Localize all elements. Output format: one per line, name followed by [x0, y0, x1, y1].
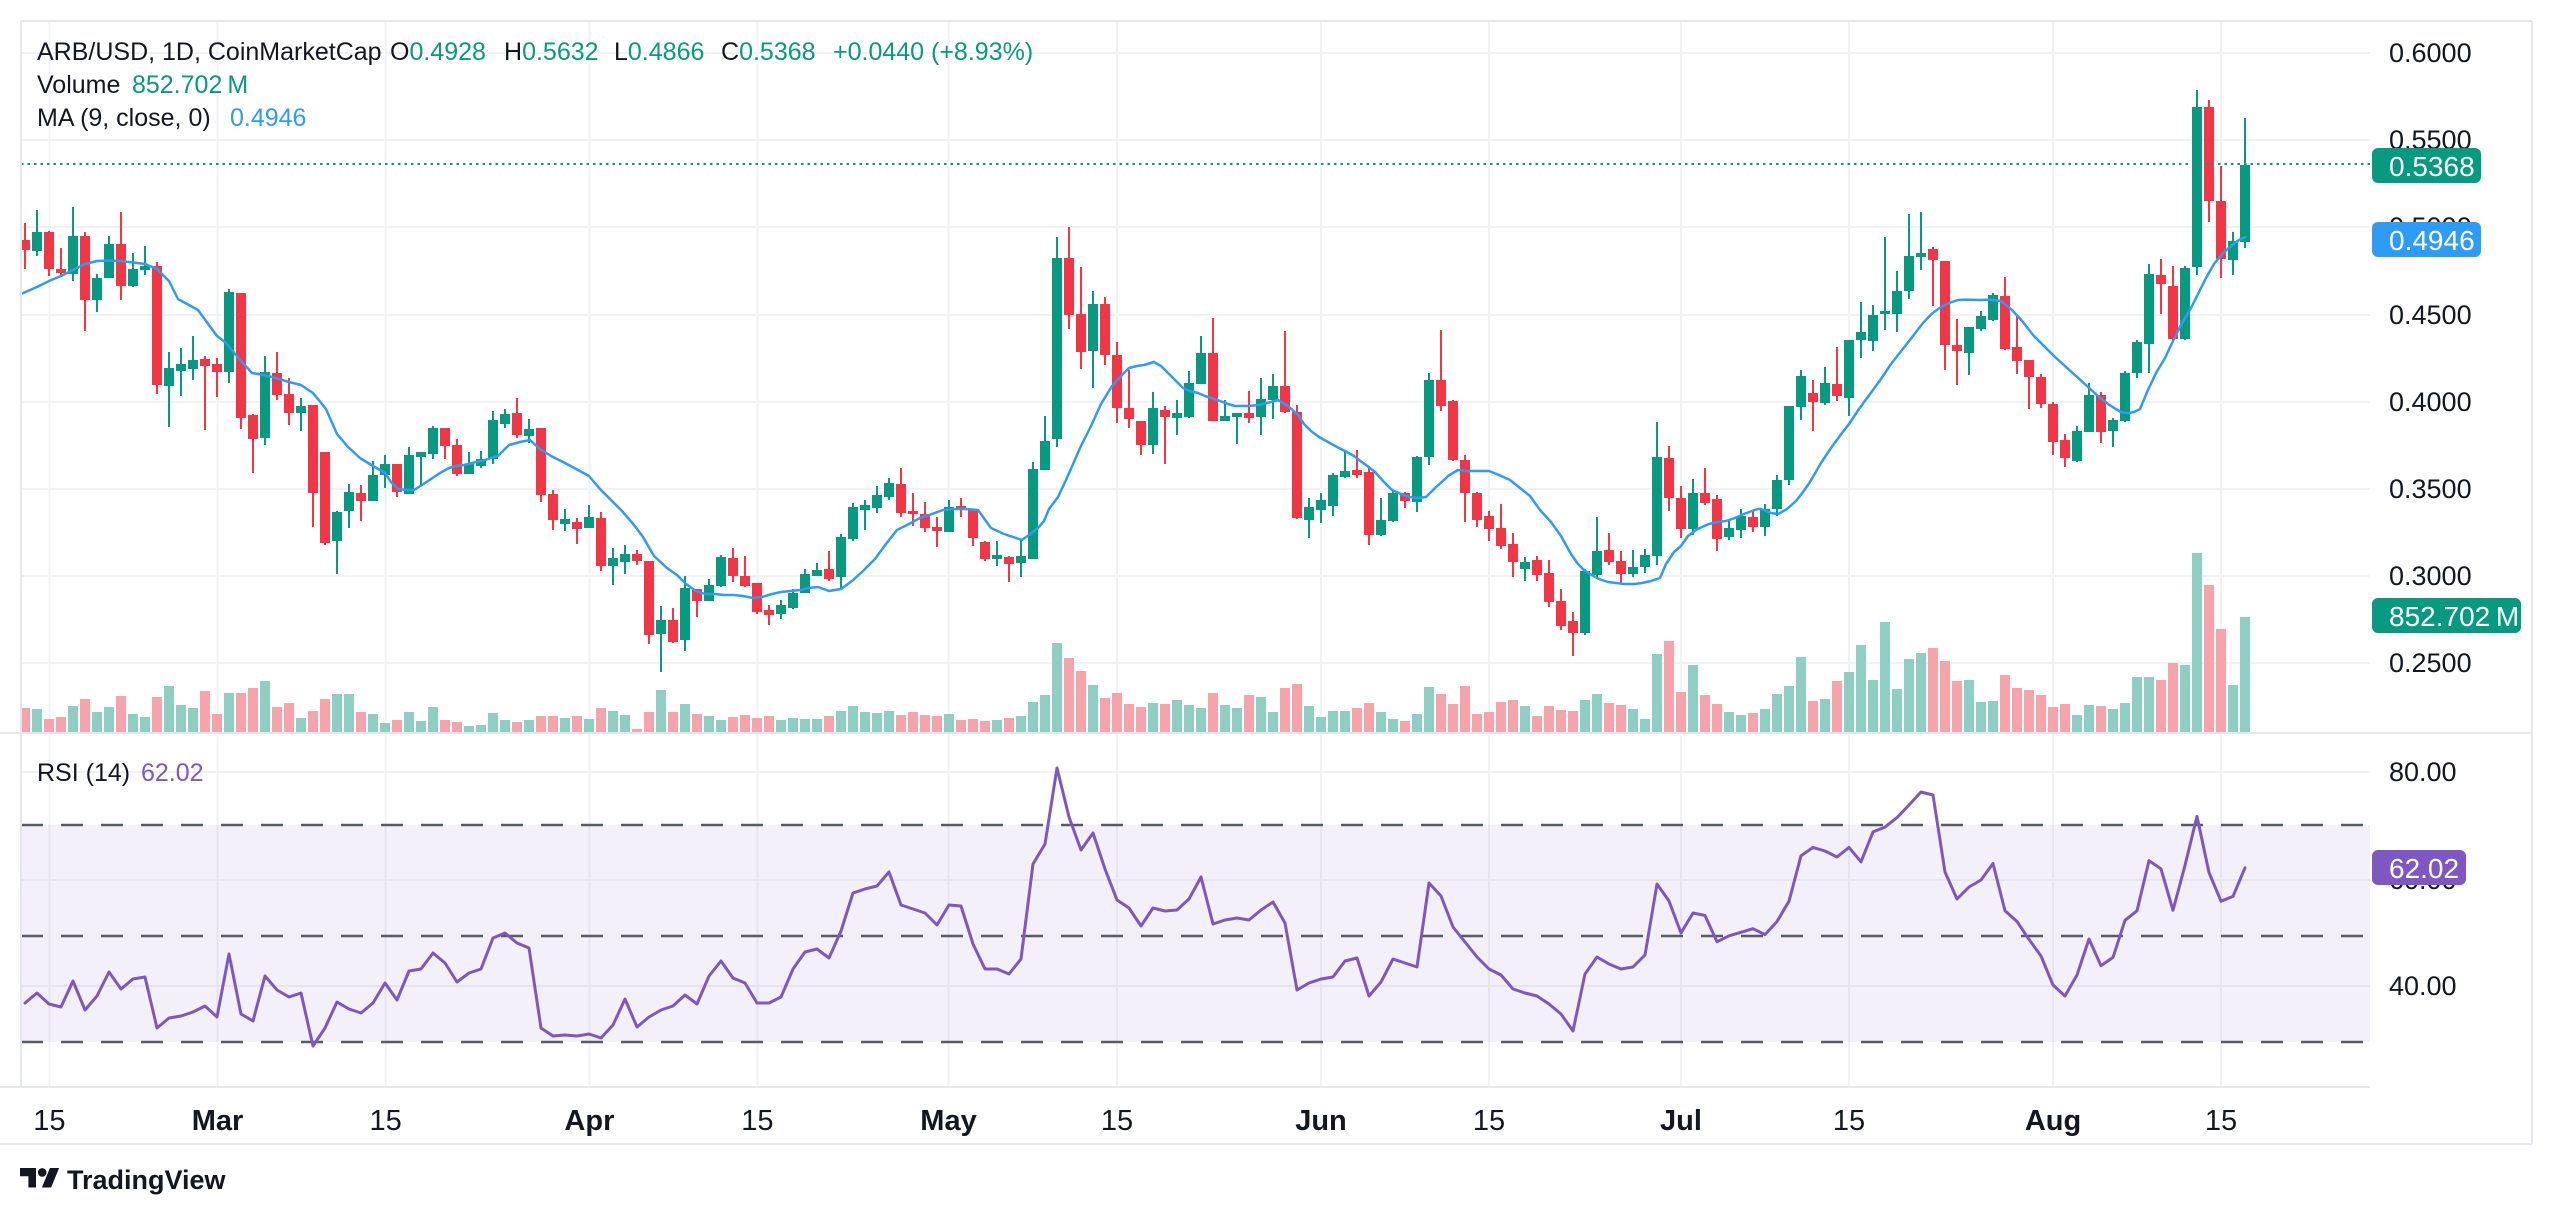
svg-text:Aug: Aug: [2025, 1105, 2081, 1137]
svg-text:0.6000: 0.6000: [2389, 38, 2472, 68]
svg-text:Mar: Mar: [192, 1105, 244, 1137]
svg-text:15: 15: [33, 1105, 65, 1137]
svg-text:15: 15: [2205, 1105, 2237, 1137]
svg-text:15: 15: [1833, 1105, 1865, 1137]
svg-text:15: 15: [1473, 1105, 1505, 1137]
svg-text:40.00: 40.00: [2389, 971, 2457, 1001]
svg-text:Jul: Jul: [1660, 1105, 1702, 1137]
svg-text:RSI (14) 62.02: RSI (14) 62.02: [37, 759, 204, 787]
svg-text:Apr: Apr: [564, 1105, 614, 1137]
svg-text:0.5368: 0.5368: [2389, 151, 2475, 182]
svg-text:0.4946: 0.4946: [2389, 225, 2475, 256]
svg-text:0.4500: 0.4500: [2389, 300, 2472, 330]
svg-text:15: 15: [1101, 1105, 1133, 1137]
svg-text:0.4000: 0.4000: [2389, 387, 2472, 417]
svg-text:0.2500: 0.2500: [2389, 648, 2472, 678]
svg-text:Volume 852.702 M: Volume 852.702 M: [37, 71, 248, 99]
svg-text:MA (9, close, 0) 0.4946: MA (9, close, 0) 0.4946: [37, 104, 306, 132]
svg-text:May: May: [920, 1105, 976, 1137]
svg-text:15: 15: [741, 1105, 773, 1137]
svg-text:0.3000: 0.3000: [2389, 561, 2472, 591]
svg-text:15: 15: [369, 1105, 401, 1137]
svg-text:80.00: 80.00: [2389, 757, 2457, 787]
svg-text:852.702 M: 852.702 M: [2389, 601, 2519, 632]
svg-text:Jun: Jun: [1295, 1105, 1347, 1137]
svg-text:0.3500: 0.3500: [2389, 474, 2472, 504]
svg-text:TradingView: TradingView: [67, 1165, 227, 1195]
svg-text:62.02: 62.02: [2389, 853, 2459, 884]
